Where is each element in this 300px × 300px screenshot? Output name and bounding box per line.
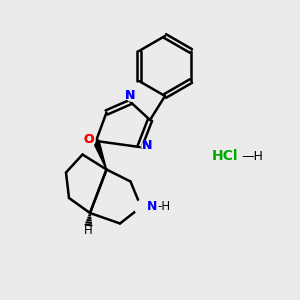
Text: —H: —H — [241, 149, 263, 163]
Text: HCl: HCl — [212, 149, 238, 163]
Text: O: O — [83, 133, 94, 146]
Text: H: H — [84, 224, 93, 238]
Text: -H: -H — [158, 200, 171, 214]
Polygon shape — [93, 140, 106, 169]
Text: N: N — [125, 89, 136, 102]
Text: O: O — [83, 133, 94, 146]
Text: N: N — [146, 200, 157, 214]
Text: N: N — [142, 139, 152, 152]
Text: N: N — [142, 139, 152, 152]
Text: N: N — [125, 89, 136, 102]
